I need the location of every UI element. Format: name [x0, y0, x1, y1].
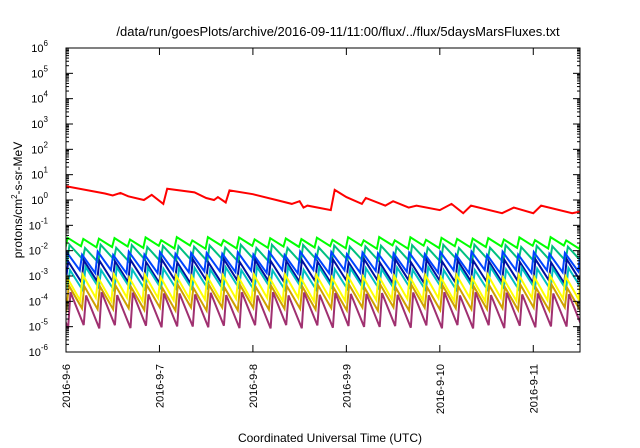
y-tick-base: 10 — [29, 347, 41, 359]
y-tick-base: 10 — [29, 322, 41, 334]
chart-title: /data/run/goesPlots/archive/2016-09-11/1… — [116, 24, 560, 39]
y-tick-base: 10 — [31, 195, 43, 207]
y-tick-label: 100 — [31, 191, 48, 207]
y-tick-exp: -3 — [41, 267, 49, 276]
y-tick-exp: -1 — [41, 216, 49, 225]
y-tick-exp: -2 — [41, 242, 49, 251]
y-tick-exp: -6 — [41, 343, 49, 352]
y-tick-exp: 6 — [44, 39, 49, 48]
y-axis-label-suffix: -s-sr-MeV — [11, 142, 25, 195]
y-tick-label: 10-6 — [29, 343, 49, 359]
series-line-5 — [66, 256, 580, 287]
y-tick-label: 10-4 — [29, 292, 49, 308]
series-line-2 — [66, 235, 580, 251]
y-tick-base: 10 — [29, 271, 41, 283]
y-tick-base: 10 — [31, 43, 43, 55]
y-tick-base: 10 — [31, 68, 43, 80]
y-tick-exp: 4 — [44, 90, 49, 99]
series-line-8 — [66, 281, 580, 314]
y-tick-base: 10 — [29, 296, 41, 308]
x-tick-label: 2016-9-10 — [435, 364, 447, 414]
y-tick-exp: 5 — [44, 64, 49, 73]
series-line-1 — [66, 185, 580, 215]
x-tick-label: 2016-9-7 — [154, 364, 166, 408]
series-line-7 — [66, 271, 580, 305]
series-line-9 — [66, 291, 580, 329]
y-tick-label: 10-3 — [29, 267, 49, 283]
y-tick-base: 10 — [29, 246, 41, 258]
y-tick-label: 10-5 — [29, 318, 49, 334]
y-tick-base: 10 — [31, 94, 43, 106]
series-group — [66, 185, 580, 329]
y-tick-exp: 0 — [44, 191, 49, 200]
y-tick-label: 103 — [31, 115, 48, 131]
y-tick-exp: -5 — [41, 318, 49, 327]
y-tick-base: 10 — [29, 220, 41, 232]
y-tick-label: 102 — [31, 140, 48, 156]
y-tick-exp: -4 — [41, 292, 49, 301]
y-axis-label-prefix: protons/cm — [11, 199, 25, 258]
y-tick-label: 104 — [31, 90, 48, 106]
x-tick-label: 2016-9-6 — [61, 364, 73, 408]
y-tick-label: 101 — [31, 166, 48, 182]
y-tick-label: 10-1 — [29, 216, 49, 232]
x-tick-label: 2016-9-9 — [341, 364, 353, 408]
x-axis-label: Coordinated Universal Time (UTC) — [238, 431, 422, 445]
y-tick-label: 105 — [31, 64, 48, 80]
x-tick-label: 2016-9-8 — [248, 364, 260, 408]
y-axis-label-sup: 2 — [10, 194, 19, 199]
y-tick-base: 10 — [31, 170, 43, 182]
y-tick-exp: 1 — [44, 166, 49, 175]
plot-area: 10-610-510-410-310-210-11001011021031041… — [29, 39, 581, 414]
y-axis-label: protons/cm2-s-sr-MeV — [10, 142, 25, 258]
y-tick-exp: 2 — [44, 140, 49, 149]
y-tick-label: 10-2 — [29, 242, 49, 258]
series-line-4 — [66, 248, 580, 277]
y-tick-exp: 3 — [44, 115, 49, 124]
y-tick-base: 10 — [31, 144, 43, 156]
y-tick-base: 10 — [31, 119, 43, 131]
y-tick-label: 106 — [31, 39, 48, 55]
x-tick-label: 2016-9-11 — [528, 364, 540, 413]
